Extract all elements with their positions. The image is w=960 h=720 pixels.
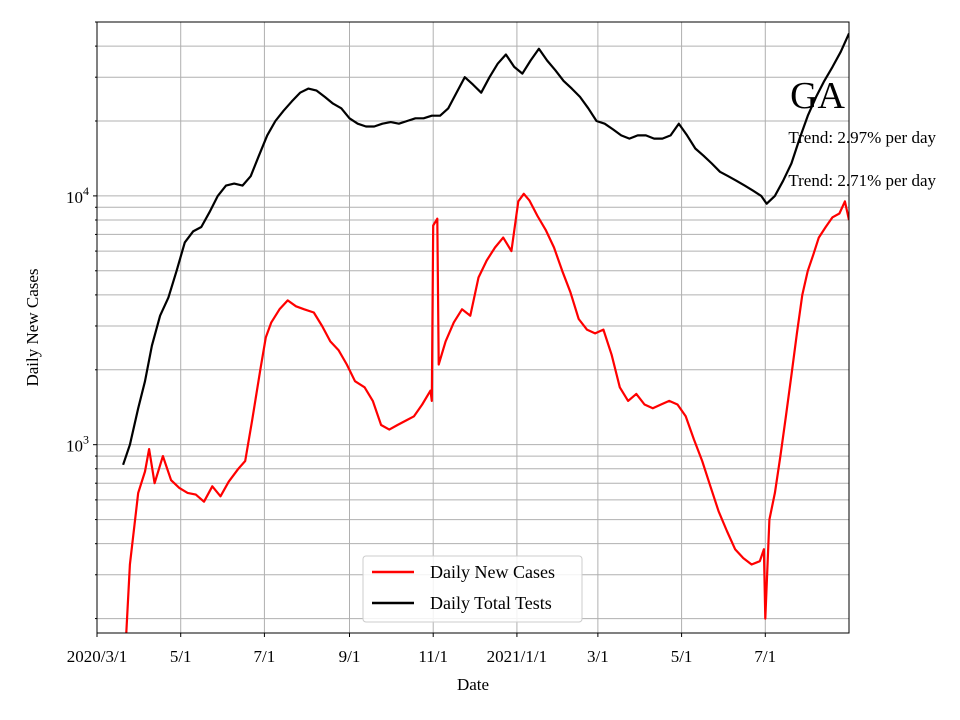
chart-legend: Daily New Cases Daily Total Tests (362, 555, 583, 623)
tick-layer: 2020/3/1 5/1 7/1 9/1 11/1 2021/1/1 3/1 5/1 7/1 10… (66, 21, 776, 666)
y-axis-label: Daily New Cases (23, 268, 42, 386)
trend-annotation-tests: Trend: 2.71% per day (788, 171, 936, 190)
x-tick-label: 2020/3/1 (67, 647, 127, 666)
x-tick-label: 5/1 (671, 647, 693, 666)
y-tick-label: 103 (66, 433, 89, 456)
x-tick-label: 7/1 (254, 647, 276, 666)
legend-label-daily-new-cases: Daily New Cases (430, 562, 555, 582)
trend-annotation-cases: Trend: 2.97% per day (788, 128, 936, 147)
x-axis-label: Date (457, 675, 489, 694)
plot-frame (96, 21, 850, 634)
series-daily-new-cases (125, 192, 849, 633)
series-layer (122, 32, 849, 633)
x-tick-label: 3/1 (587, 647, 609, 666)
y-tick-label: 104 (66, 184, 89, 207)
x-tick-label: 2021/1/1 (487, 647, 547, 666)
series-daily-total-tests (122, 32, 849, 466)
chart-title-state: GA (790, 75, 845, 117)
x-tick-label: 7/1 (754, 647, 776, 666)
x-tick-label: 5/1 (170, 647, 192, 666)
legend-label-daily-total-tests: Daily Total Tests (430, 593, 552, 613)
legend-box (362, 555, 583, 623)
x-tick-label: 11/1 (418, 647, 448, 666)
x-tick-label: 9/1 (339, 647, 361, 666)
